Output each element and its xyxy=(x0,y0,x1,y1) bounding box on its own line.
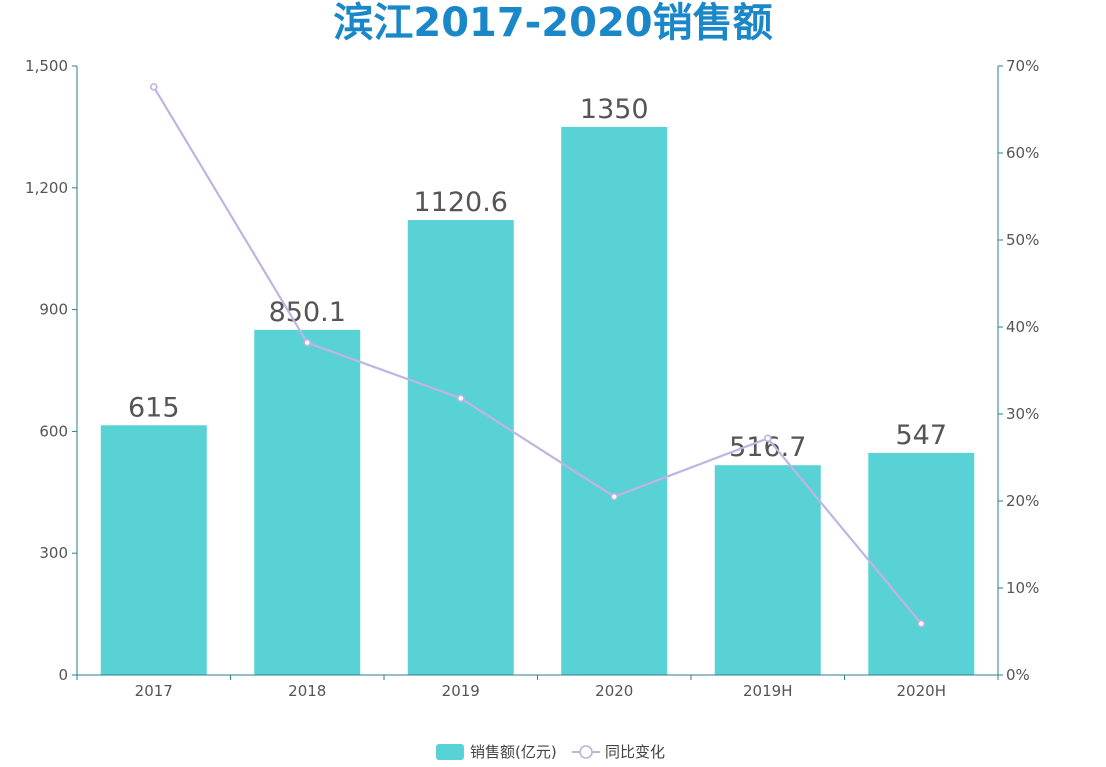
legend-swatch-marker xyxy=(579,745,593,759)
y-left-tick-label: 900 xyxy=(39,301,68,319)
legend[interactable]: 销售额(亿元) 同比变化 xyxy=(436,743,665,761)
bar-2020[interactable] xyxy=(561,126,668,675)
y-right-tick-label: 50% xyxy=(1006,231,1039,249)
x-tick-label-2020: 2020 xyxy=(595,682,633,700)
line-point-2019H[interactable] xyxy=(763,434,772,443)
x-tick-label-2020H: 2020H xyxy=(897,682,946,700)
legend-swatch-bar xyxy=(436,744,464,760)
x-tick-label-2017: 2017 xyxy=(135,682,173,700)
bar-2019[interactable] xyxy=(407,220,514,675)
line-point-2020[interactable] xyxy=(610,492,619,501)
y-right-tick-label: 60% xyxy=(1006,144,1039,162)
line-point-2019[interactable] xyxy=(456,394,465,403)
bar-label-2020H: 547 xyxy=(895,420,947,451)
y-right-tick-label: 70% xyxy=(1006,57,1039,75)
bars-layer xyxy=(100,126,975,675)
line-point-2020H[interactable] xyxy=(917,619,926,628)
x-tick-label-2019H: 2019H xyxy=(743,682,792,700)
legend-item-bar[interactable]: 销售额(亿元) xyxy=(436,743,557,761)
x-tick-label-2018: 2018 xyxy=(288,682,326,700)
legend-label-line: 同比变化 xyxy=(605,743,665,761)
bar-label-2020: 1350 xyxy=(580,94,649,125)
bar-label-2017: 615 xyxy=(128,392,180,423)
chart-title: 滨江2017-2020销售额 xyxy=(333,0,773,46)
y-right-tick-label: 10% xyxy=(1006,579,1039,597)
x-tick-label-2019: 2019 xyxy=(442,682,480,700)
y-left-tick-label: 1,500 xyxy=(25,57,68,75)
bar-label-2019: 1120.6 xyxy=(414,187,508,218)
legend-label-bar: 销售额(亿元) xyxy=(470,743,557,761)
bar-2020H[interactable] xyxy=(868,452,975,675)
y-right-tick-label: 40% xyxy=(1006,318,1039,336)
line-point-2017[interactable] xyxy=(149,83,158,91)
y-left-tick-label: 300 xyxy=(39,544,68,562)
y-right-tick-label: 30% xyxy=(1006,405,1039,423)
y-right-tick-label: 20% xyxy=(1006,492,1039,510)
bar-label-2018: 850.1 xyxy=(269,297,346,328)
bar-2019H[interactable] xyxy=(714,465,821,675)
bar-2018[interactable] xyxy=(254,329,361,675)
y-left-tick-label: 600 xyxy=(39,422,68,440)
line-series-同比变化 xyxy=(152,86,923,625)
line-layer xyxy=(149,83,926,628)
y-right-tick-label: 0% xyxy=(1006,666,1030,684)
legend-item-line[interactable]: 同比变化 xyxy=(572,743,665,761)
bar-2017[interactable] xyxy=(100,425,207,675)
line-point-2018[interactable] xyxy=(303,338,312,347)
axes-layer: 0 300 600 900 1,200 1,500 0% 10% 20% 30% 40% 50% 60%… xyxy=(25,57,1039,700)
y-left-tick-label: 1,200 xyxy=(25,179,68,197)
y-left-tick-label: 0 xyxy=(58,666,68,684)
